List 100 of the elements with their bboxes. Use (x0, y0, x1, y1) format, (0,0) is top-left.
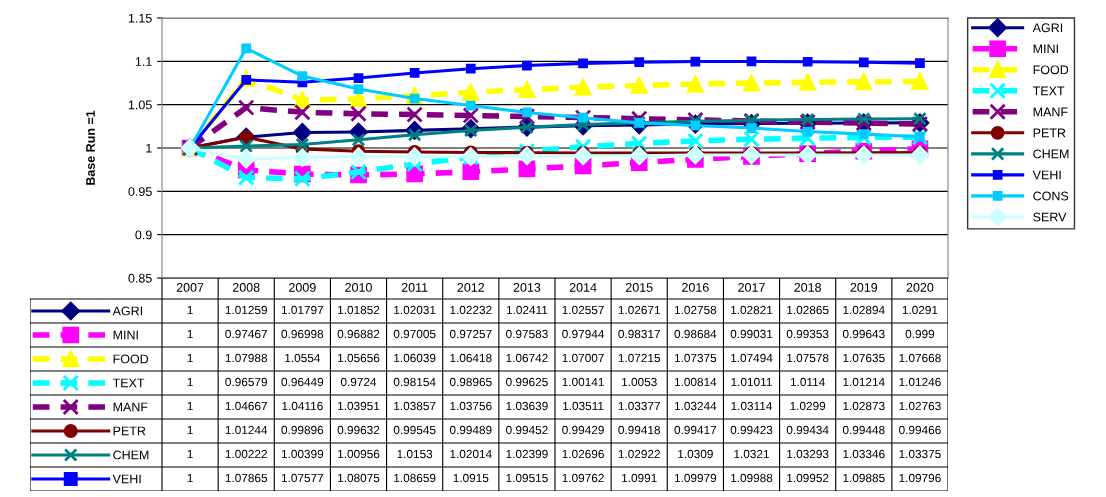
data-label: 0.99353 (786, 329, 829, 339)
data-label: 1.02696 (562, 449, 604, 459)
data-label: 1.09988 (731, 473, 773, 483)
data-label: 1.04116 (282, 401, 323, 411)
data-label: 0.98317 (618, 329, 660, 339)
x-tick-label: 2012 (457, 283, 485, 292)
legend-label: CONS (1033, 191, 1069, 201)
text: CHEM (113, 450, 149, 460)
data-label: 0.98684 (674, 329, 717, 339)
x-tick-label: 2013 (513, 283, 541, 292)
text: PETR (113, 426, 146, 436)
data-label: 1.0299 (790, 401, 826, 411)
data-label: 0.9724 (340, 377, 377, 387)
text: VEHI (112, 474, 141, 484)
x-tick-label: 2017 (738, 283, 765, 292)
data-label: 1.00141 (562, 377, 604, 387)
legend-label: MINI (1033, 44, 1058, 54)
legend-label: VEHI (1032, 170, 1061, 180)
x-tick-label: 2015 (625, 283, 653, 292)
data-label: 1 (187, 449, 193, 459)
data-label: 0.99031 (730, 329, 773, 339)
data-label: 1.03639 (506, 401, 548, 411)
data-label: 0.99423 (730, 425, 773, 435)
data-label: 1 (187, 353, 193, 363)
data-label: 1.0153 (397, 449, 433, 459)
x-tick-label: 2008 (232, 283, 260, 292)
data-label: 1.01214 (843, 377, 885, 387)
data-label: 1.07375 (674, 353, 717, 363)
legend-label: PETR (1033, 128, 1066, 138)
x-tick-label: 2007 (176, 283, 204, 292)
data-label: 1.01259 (225, 305, 267, 315)
data-label: 1.02031 (394, 305, 436, 315)
data-label: 0.96998 (281, 329, 324, 339)
data-label: 1.07215 (618, 353, 661, 363)
data-label: 1.03244 (674, 401, 717, 411)
data-label: 1.06039 (394, 353, 436, 363)
data-label: 0.97944 (562, 329, 605, 339)
data-label: 0.98965 (449, 377, 492, 387)
data-label: 0.99448 (842, 425, 885, 435)
data-label: 1.07494 (731, 353, 773, 363)
x-tick-label: 2010 (345, 283, 372, 292)
data-label: 1.01246 (899, 377, 941, 387)
data-label: 1.0114 (790, 377, 825, 387)
data-label: 0.99896 (281, 425, 324, 435)
data-label: 1.03511 (563, 401, 604, 411)
data-label: 1.03375 (899, 449, 941, 459)
data-label: 0.99418 (618, 425, 661, 435)
x-tick-label: 2016 (682, 283, 709, 292)
data-label: 1.00956 (338, 449, 380, 459)
data-label: 0.97257 (449, 329, 492, 339)
data-label: 1.04667 (225, 401, 267, 411)
data-label: 1.0554 (285, 353, 321, 363)
y-tick-label: 0.9 (135, 230, 152, 240)
data-label: 0.999 (905, 329, 935, 339)
data-label: 0.99429 (562, 425, 604, 435)
data-label: 1.0053 (622, 377, 657, 387)
y-axis-title: Base Run =1 (86, 110, 95, 185)
data-label: 1.00222 (225, 449, 267, 459)
data-label: 1.0915 (453, 473, 489, 483)
legend-label: AGRI (1032, 23, 1063, 33)
data-label: 0.96579 (225, 377, 267, 387)
text: TEXT (112, 378, 145, 388)
data-label: 0.99545 (393, 425, 436, 435)
data-label: 1.03114 (731, 401, 773, 411)
data-label: 1.02758 (674, 305, 717, 315)
data-label: 0.96882 (337, 329, 380, 339)
data-label: 1 (187, 401, 193, 411)
y-tick-label: 1.15 (128, 13, 152, 23)
x-tick-label: 2009 (289, 283, 316, 292)
data-label: 1 (187, 329, 193, 339)
data-label: 1.03293 (787, 449, 829, 459)
data-label: 1.07007 (562, 353, 604, 363)
data-label: 1.02411 (506, 305, 548, 315)
data-label: 1.02232 (450, 305, 492, 315)
data-label: 1.06418 (450, 353, 492, 363)
data-label: 1.07635 (843, 353, 885, 363)
x-tick-label: 2018 (794, 283, 821, 292)
data-label: 1.03756 (450, 401, 492, 411)
y-tick-label: 0.85 (128, 273, 152, 283)
data-label: 1.07578 (787, 353, 829, 363)
data-label: 0.99417 (674, 425, 717, 435)
data-label: 1.07577 (281, 473, 324, 483)
data-label: 1.03346 (843, 449, 885, 459)
y-tick-label: 1.1 (135, 57, 152, 66)
text: AGRI (112, 306, 142, 316)
data-label: 1.01797 (281, 305, 324, 315)
data-label: 0.99625 (506, 377, 548, 387)
data-label: 0.99434 (786, 425, 829, 435)
data-label: 0.99643 (842, 329, 885, 339)
data-label: 0.97005 (393, 329, 436, 339)
data-label: 1.09796 (899, 473, 941, 483)
data-label: 1.09979 (674, 473, 717, 483)
data-label: 1.0321 (734, 449, 769, 459)
data-label: 1.0309 (678, 449, 713, 459)
data-label: 0.99489 (449, 425, 492, 435)
data-label: 1.03857 (394, 401, 436, 411)
data-label: 1.0991 (622, 473, 657, 483)
data-label: 1.01011 (731, 377, 772, 387)
data-label: 1.03377 (618, 401, 660, 411)
data-label: 1.09762 (562, 473, 604, 483)
